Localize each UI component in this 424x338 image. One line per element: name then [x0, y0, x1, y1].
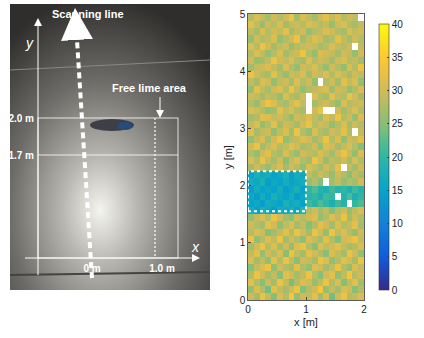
svg-text:x [m]: x [m]: [294, 316, 318, 328]
svg-text:20: 20: [392, 152, 404, 163]
svg-text:2: 2: [240, 180, 246, 191]
svg-text:Scanning line: Scanning line: [52, 8, 124, 20]
svg-text:15: 15: [392, 185, 404, 196]
svg-text:1.7 m: 1.7 m: [8, 150, 34, 161]
svg-text:y [m]: y [m]: [222, 145, 234, 169]
svg-text:Free lime area: Free lime area: [112, 82, 187, 94]
svg-text:40: 40: [392, 19, 404, 30]
svg-text:0: 0: [392, 285, 398, 296]
svg-text:4: 4: [240, 66, 246, 77]
svg-text:35: 35: [392, 52, 404, 63]
svg-text:1.0 m: 1.0 m: [149, 263, 175, 274]
svg-text:y: y: [25, 35, 34, 51]
svg-text:5: 5: [392, 251, 398, 262]
svg-text:0: 0: [240, 295, 246, 306]
svg-text:5: 5: [240, 9, 246, 20]
svg-text:0 m: 0 m: [83, 263, 100, 274]
svg-text:25: 25: [392, 118, 404, 129]
svg-text:10: 10: [392, 218, 404, 229]
svg-text:0: 0: [245, 304, 251, 315]
svg-text:2.0 m: 2.0 m: [8, 113, 34, 124]
svg-text:1: 1: [303, 304, 309, 315]
svg-text:2: 2: [361, 304, 367, 315]
svg-text:30: 30: [392, 85, 404, 96]
svg-text:3: 3: [240, 123, 246, 134]
svg-text:1: 1: [240, 237, 246, 248]
svg-text:x: x: [191, 239, 200, 255]
